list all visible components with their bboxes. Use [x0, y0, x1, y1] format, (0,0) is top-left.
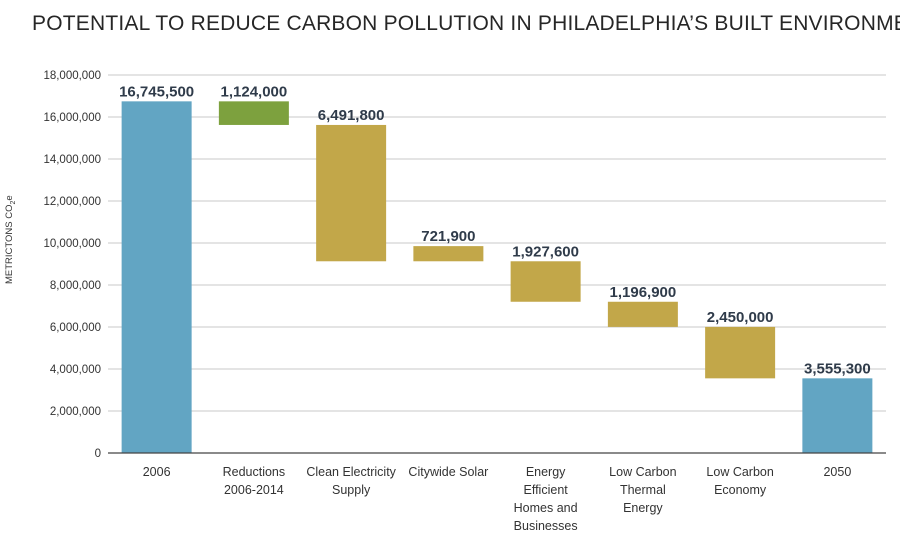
x-category-label: Thermal: [620, 483, 666, 497]
data-label: 3,555,300: [804, 360, 871, 377]
y-tick-label: 10,000,000: [43, 238, 101, 250]
data-label: 2,450,000: [707, 309, 774, 326]
data-labels: 16,745,500 1,124,000 6,491,800 721,900 1,927…: [119, 83, 871, 377]
x-category-label: 2006: [143, 465, 171, 479]
data-label: 6,491,800: [318, 107, 385, 124]
x-category-label: 2006-2014: [224, 483, 284, 497]
bar: [218, 101, 289, 125]
x-category-label: Efficient: [524, 483, 569, 497]
y-tick-label: 4,000,000: [50, 364, 101, 376]
x-axis-categories: 2006 Reductions 2006-2014 Clean Electricity…: [143, 465, 852, 533]
y-tick-label: 16,000,000: [43, 112, 101, 124]
x-category-label: Reductions: [223, 465, 286, 479]
data-label: 16,745,500: [119, 83, 194, 100]
y-tick-label: 8,000,000: [50, 280, 101, 292]
bar: [413, 246, 484, 262]
y-axis-ticks: 0 2,000,000 4,000,000 6,000,000 8,000,000 10,…: [43, 70, 101, 460]
x-category-label: Low Carbon: [609, 465, 676, 479]
x-category-label: Economy: [714, 483, 767, 497]
y-tick-label: 0: [95, 448, 101, 460]
y-tick-label: 12,000,000: [43, 196, 101, 208]
y-tick-label: 14,000,000: [43, 154, 101, 166]
x-category-label: Supply: [332, 483, 371, 497]
x-category-label: Businesses: [514, 519, 578, 533]
data-label: 721,900: [421, 228, 475, 245]
x-category-label: Homes and: [514, 501, 578, 515]
bar: [121, 101, 192, 454]
bar: [510, 261, 581, 302]
y-tick-label: 6,000,000: [50, 322, 101, 334]
x-category-label: 2050: [823, 465, 851, 479]
chart-title: POTENTIAL TO REDUCE CARBON POLLUTION IN …: [32, 12, 900, 35]
data-label: 1,927,600: [512, 243, 579, 260]
bar: [316, 124, 387, 262]
data-label: 1,196,900: [610, 284, 677, 301]
bar: [607, 301, 678, 327]
bars: [121, 101, 873, 454]
x-category-label: Citywide Solar: [408, 465, 488, 479]
y-tick-label: 2,000,000: [50, 406, 101, 418]
x-category-label: Clean Electricity: [306, 465, 396, 479]
x-category-label: Energy: [526, 465, 566, 479]
bar: [802, 378, 873, 453]
y-tick-label: 18,000,000: [43, 70, 101, 82]
data-label: 1,124,000: [221, 83, 288, 100]
x-category-label: Energy: [623, 501, 663, 515]
x-category-label: Low Carbon: [706, 465, 773, 479]
bar: [705, 326, 776, 379]
